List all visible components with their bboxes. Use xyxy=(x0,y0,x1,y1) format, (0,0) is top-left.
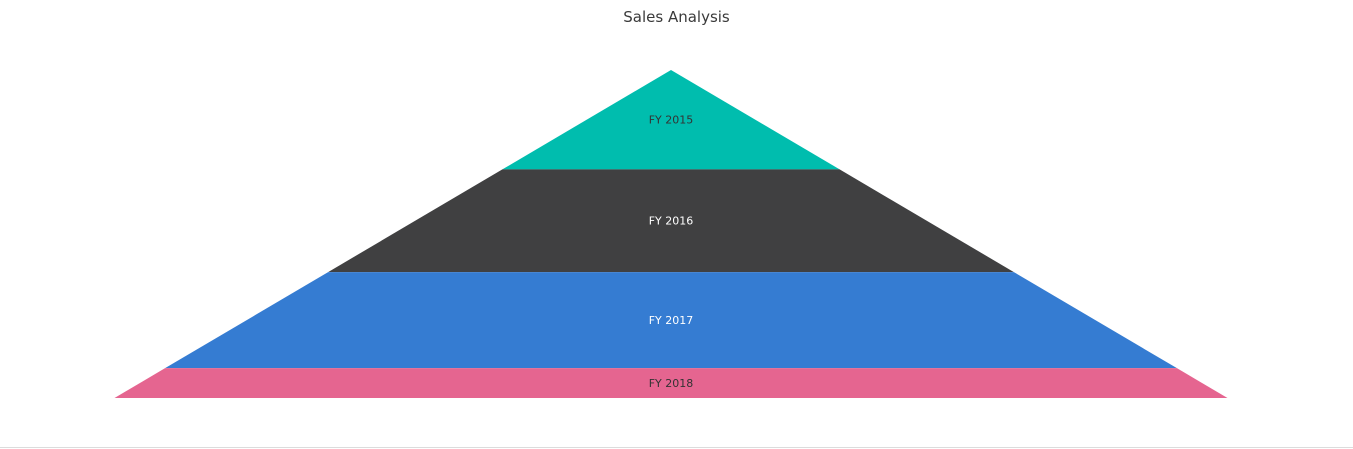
chart-title: Sales Analysis xyxy=(623,8,730,26)
pyramid-segment-fy-2017[interactable] xyxy=(165,272,1177,369)
pyramid-segment-fy-2015[interactable] xyxy=(502,70,840,170)
segment-label: FY 2015 xyxy=(649,114,694,127)
pyramid-segment-fy-2018[interactable] xyxy=(114,368,1228,398)
segment-label: FY 2017 xyxy=(649,314,694,327)
pyramid-segment-fy-2016[interactable] xyxy=(328,169,1014,273)
chart-bottom-border xyxy=(0,447,1353,448)
segment-label: FY 2016 xyxy=(649,215,694,228)
segment-label: FY 2018 xyxy=(649,377,694,390)
